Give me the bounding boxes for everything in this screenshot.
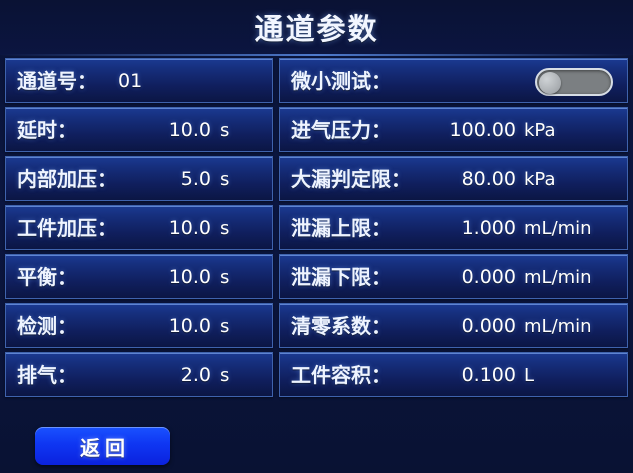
param-unit: L [524,365,535,386]
param-row[interactable]: 内部加压： 5.0 s [5,156,273,201]
title-bar: 通道参数 [0,0,633,55]
micro-test-toggle[interactable] [535,68,613,96]
title-divider [0,54,633,56]
param-row[interactable]: 排气： 2.0 s [5,352,273,397]
param-label: 平衡： [17,265,77,289]
param-label: 延时： [17,118,77,142]
param-value[interactable]: 5.0 [180,168,211,190]
param-value[interactable]: 0.100 [461,364,516,386]
right-parameter-column: 微小测试： 进气压力： 100.00 kPa 大漏判定限： 80.00 kPa 泄漏上限： 1.… [279,58,628,401]
param-value[interactable]: 1.000 [461,217,516,239]
param-value[interactable]: 10.0 [168,217,211,239]
param-unit: s [220,169,230,190]
param-value[interactable]: 100.00 [449,119,516,141]
left-parameter-column: 通道号： 01 延时： 10.0 s 内部加压： 5.0 s 工件加压： 10.0 s 平衡： 10.0… [5,58,273,401]
param-unit: kPa [524,120,556,141]
param-row[interactable]: 泄漏下限： 0.000 mL/min [279,254,628,299]
param-row[interactable]: 工件容积： 0.100 L [279,352,628,397]
param-label: 工件容积： [291,363,391,387]
param-label: 检测： [17,314,77,338]
param-label: 排气： [17,363,77,387]
param-unit: mL/min [524,316,592,337]
param-value[interactable]: 10.0 [168,315,211,337]
back-button[interactable]: 返回 [35,427,170,465]
param-value[interactable]: 2.0 [180,364,211,386]
param-row[interactable]: 泄漏上限： 1.000 mL/min [279,205,628,250]
param-label: 通道号： [17,69,97,93]
param-unit: s [220,218,230,239]
param-value[interactable]: 80.00 [461,168,516,190]
param-label: 工件加压： [17,216,117,240]
param-unit: mL/min [524,218,592,239]
param-row[interactable]: 通道号： 01 [5,58,273,103]
param-unit: mL/min [524,267,592,288]
param-row[interactable]: 微小测试： [279,58,628,103]
param-row[interactable]: 进气压力： 100.00 kPa [279,107,628,152]
param-label: 内部加压： [17,167,117,191]
param-unit: s [220,365,230,386]
param-row[interactable]: 清零系数： 0.000 mL/min [279,303,628,348]
page-title: 通道参数 [254,12,379,46]
param-value[interactable]: 10.0 [168,266,211,288]
param-row[interactable]: 工件加压： 10.0 s [5,205,273,250]
param-row[interactable]: 延时： 10.0 s [5,107,273,152]
param-unit: s [220,316,230,337]
param-row[interactable]: 平衡： 10.0 s [5,254,273,299]
param-label: 进气压力： [291,118,391,142]
param-value[interactable]: 0.000 [461,266,516,288]
param-label: 清零系数： [291,314,391,338]
param-row[interactable]: 检测： 10.0 s [5,303,273,348]
param-value[interactable]: 01 [118,70,143,92]
param-unit: kPa [524,169,556,190]
toggle-knob-icon [539,72,561,94]
param-value[interactable]: 0.000 [461,315,516,337]
param-label: 微小测试： [291,69,391,93]
param-value[interactable]: 10.0 [168,119,211,141]
param-unit: s [220,120,230,141]
param-label: 泄漏上限： [291,216,391,240]
param-row[interactable]: 大漏判定限： 80.00 kPa [279,156,628,201]
param-label: 泄漏下限： [291,265,391,289]
param-unit: s [220,267,230,288]
param-label: 大漏判定限： [291,167,411,191]
